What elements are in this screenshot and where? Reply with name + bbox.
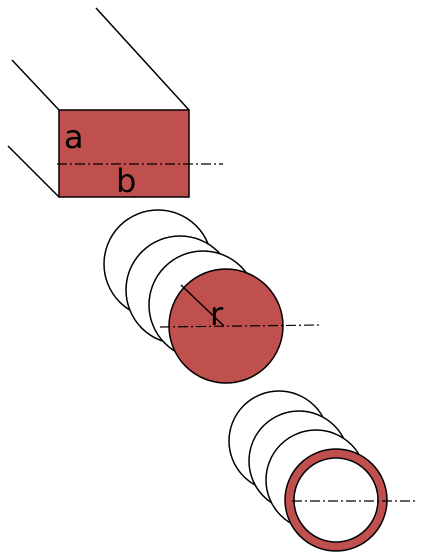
rect-bar-edge-top-left xyxy=(11,59,60,111)
radius-label-r: r xyxy=(210,295,224,333)
height-label-a: a xyxy=(64,118,84,156)
width-label-b: b xyxy=(116,162,136,200)
rect-bar-cross-section xyxy=(58,109,190,198)
round-bar-cross-section xyxy=(168,268,284,384)
hollow-tube xyxy=(228,390,418,552)
rect-bar-edge-bottom-left xyxy=(7,145,60,198)
solid-round-bar: r xyxy=(103,209,321,384)
rect-bar-edge-top-right xyxy=(95,7,190,111)
round-bar-centerline xyxy=(159,324,321,328)
tube-inner-bore xyxy=(293,457,379,543)
rectangular-bar: a b xyxy=(7,7,223,200)
radius-line xyxy=(180,284,225,327)
